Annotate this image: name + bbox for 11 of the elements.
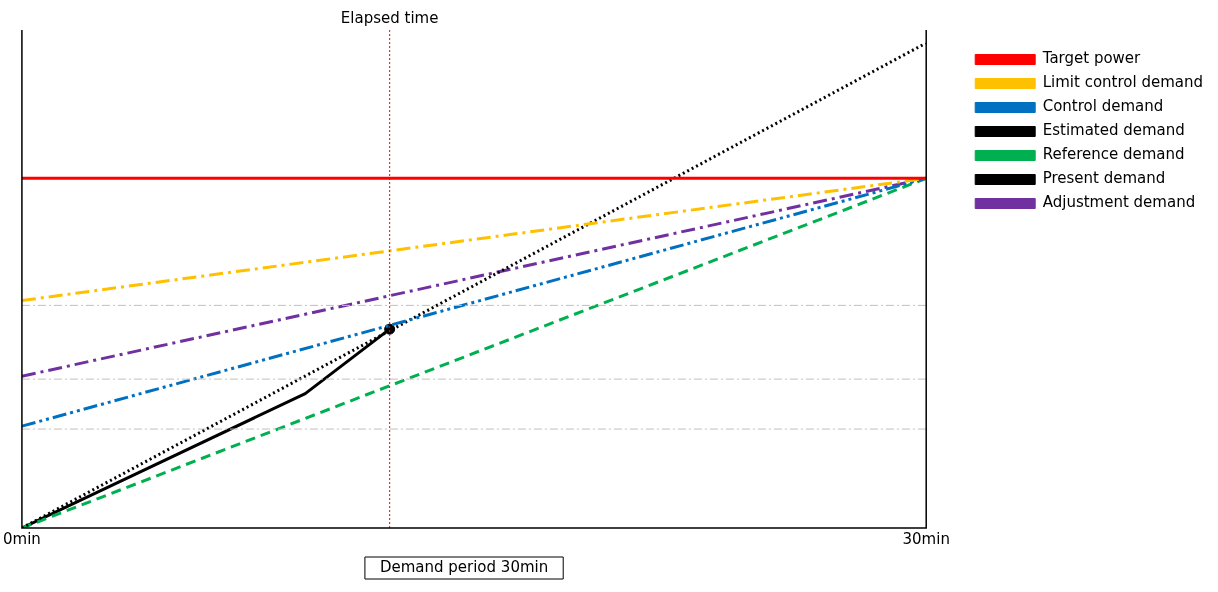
x-tick-label: 30min xyxy=(902,529,950,548)
legend-label: Reference demand xyxy=(1042,145,1185,164)
legend-label: Estimated demand xyxy=(1042,121,1185,140)
x-tick-label: 0min xyxy=(2,529,41,548)
legend-label: Present demand xyxy=(1042,169,1166,188)
legend-label: Control demand xyxy=(1042,97,1164,116)
legend-label: Target power xyxy=(1041,49,1142,68)
legend-label: Limit control demand xyxy=(1042,73,1204,92)
text: Demand period 30min xyxy=(379,557,549,576)
ref-line-label: Elapsed time xyxy=(340,9,439,28)
legend-label: Adjustment demand xyxy=(1042,193,1196,212)
